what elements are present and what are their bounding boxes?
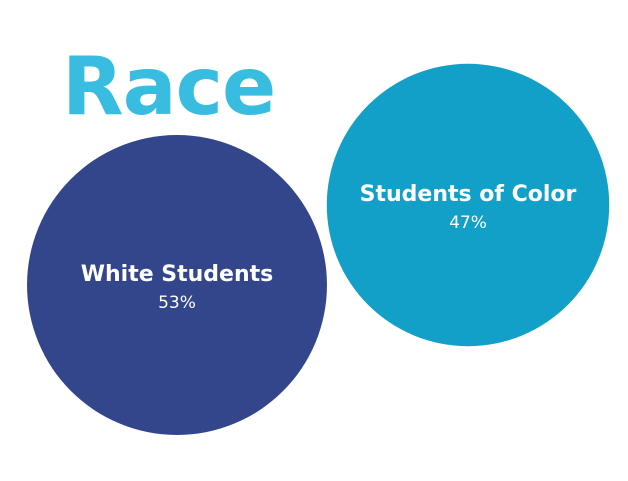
value-label: 53% [158,293,196,313]
value-label: 47% [449,213,487,233]
bubble-label: Students of Color [360,182,577,207]
bubble [27,135,327,435]
bubble-label: White Students [81,262,274,287]
chart-title: Race [62,40,275,133]
bubble [326,63,610,347]
